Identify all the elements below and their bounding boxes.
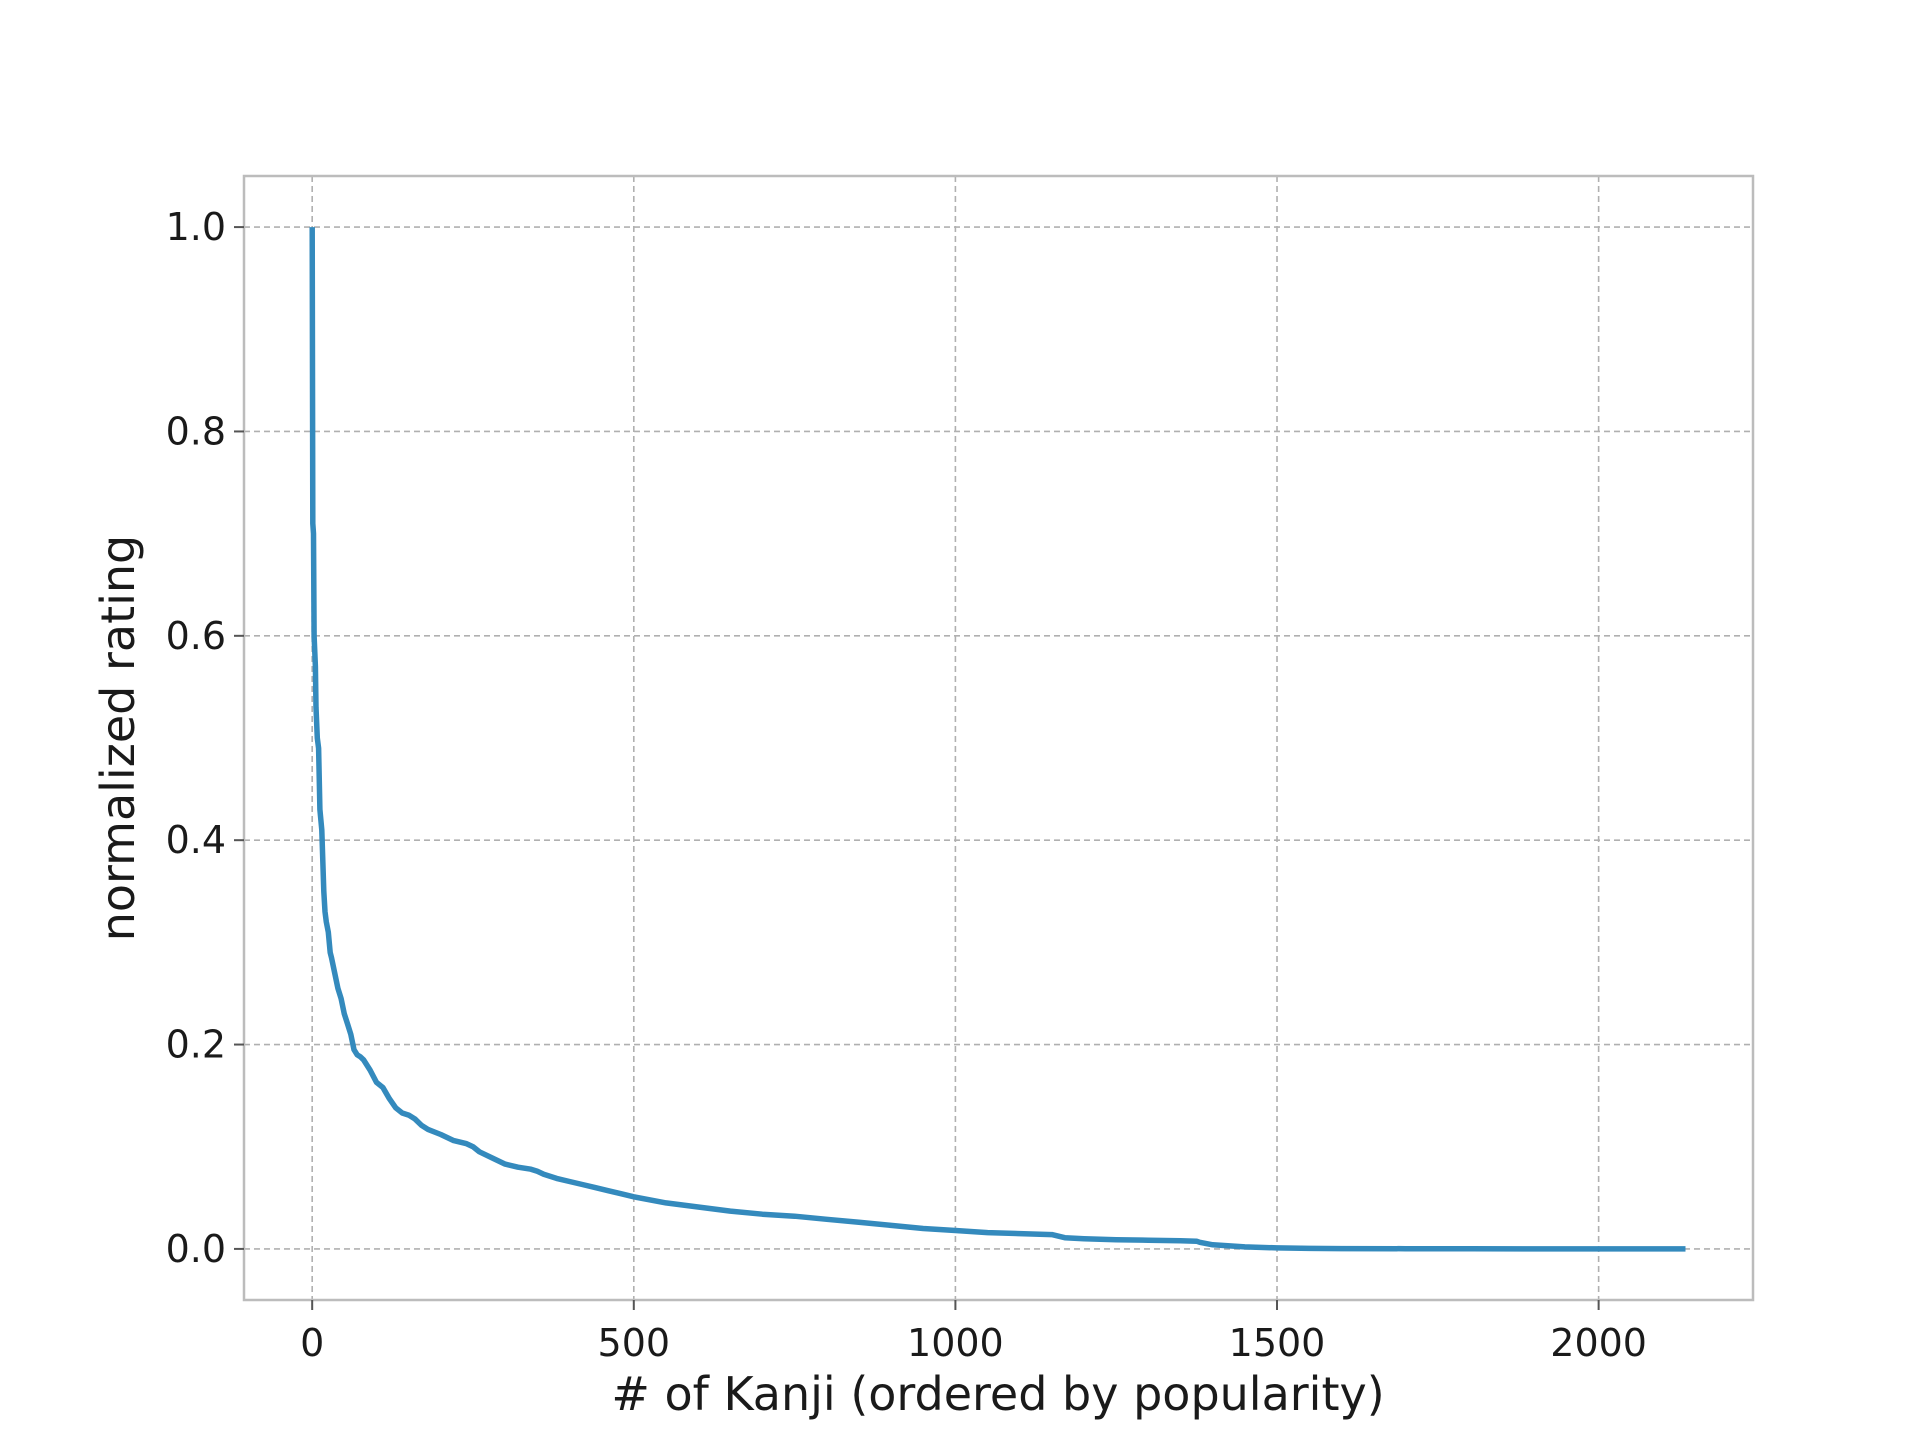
y-tick-label: 0.6 bbox=[166, 614, 226, 658]
x-tick-label: 0 bbox=[300, 1321, 324, 1365]
y-tick-label: 0.8 bbox=[166, 409, 226, 453]
y-tick-label: 0.4 bbox=[166, 818, 226, 862]
axis-ticks: 0 500 1000 1500 2000 0.0 0.2 0.4 0.6 0.8 1.0 bbox=[166, 205, 1647, 1365]
x-tick-label: 1000 bbox=[907, 1321, 1004, 1365]
x-tick-label: 500 bbox=[598, 1321, 671, 1365]
x-tick-label: 2000 bbox=[1550, 1321, 1647, 1365]
y-tick-label: 0.2 bbox=[166, 1023, 226, 1067]
x-tick-label: 1500 bbox=[1229, 1321, 1326, 1365]
y-axis-label: normalized rating bbox=[91, 535, 145, 942]
y-tick-label: 0.0 bbox=[166, 1227, 226, 1271]
grid-lines bbox=[244, 176, 1753, 1300]
x-axis-label: # of Kanji (ordered by popularity) bbox=[611, 1367, 1384, 1421]
series-layer bbox=[309, 227, 1686, 1252]
plot-frame bbox=[242, 174, 1755, 1302]
series-line bbox=[309, 227, 1686, 1252]
y-tick-label: 1.0 bbox=[166, 205, 226, 249]
